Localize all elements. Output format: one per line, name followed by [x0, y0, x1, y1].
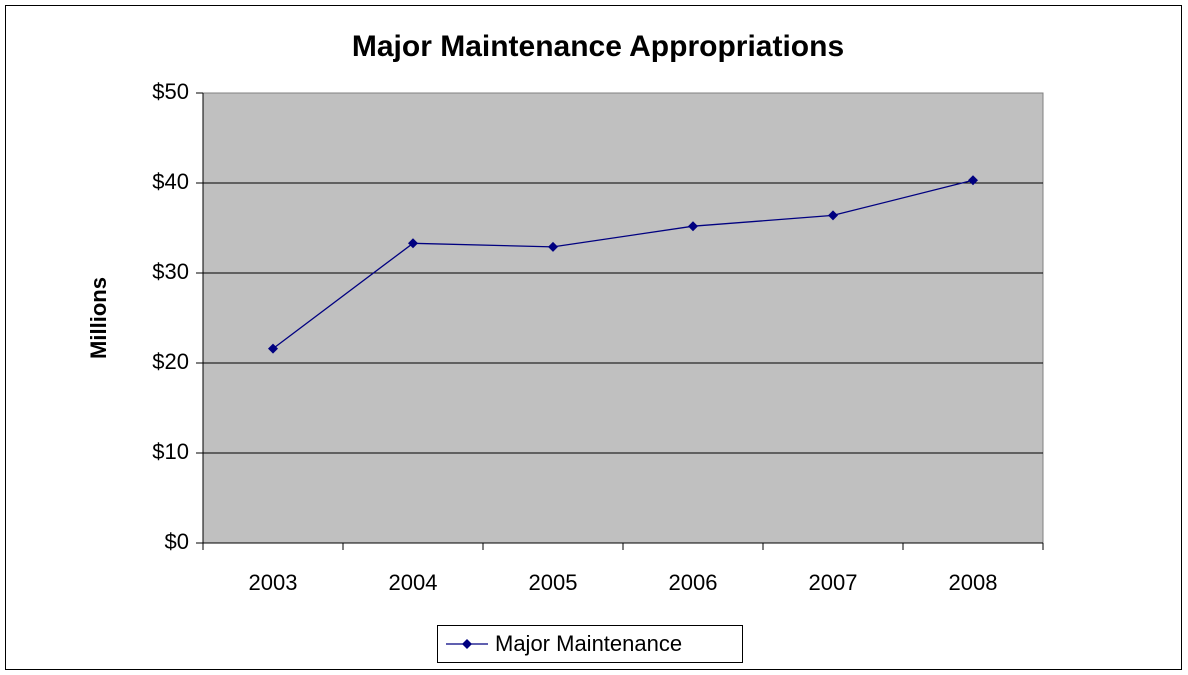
x-tick-label: 2006: [669, 570, 718, 595]
x-tick-label: 2007: [809, 570, 858, 595]
x-tick-label: 2008: [949, 570, 998, 595]
plot-area: [202, 92, 1044, 544]
x-tick-label: 2004: [389, 570, 438, 595]
data-point: [268, 343, 278, 354]
y-tick-label: $30: [152, 259, 189, 284]
chart-title: Major Maintenance Appropriations: [352, 30, 844, 63]
legend-label: Major Maintenance: [495, 631, 682, 656]
legend-marker: [462, 639, 472, 649]
y-tick-label: $0: [165, 529, 189, 554]
y-tick-label: $10: [152, 439, 189, 464]
series-line: [272, 179, 974, 350]
data-point: [968, 175, 978, 186]
x-tick-label: 2003: [249, 570, 298, 595]
data-point: [828, 210, 838, 221]
y-axis-label: Millions: [86, 277, 111, 359]
data-point: [408, 238, 418, 249]
legend-box: [437, 625, 743, 663]
y-tick-label: $50: [152, 79, 189, 104]
data-point: [548, 241, 558, 252]
y-tick-label: $40: [152, 169, 189, 194]
y-tick-label: $20: [152, 349, 189, 374]
data-point: [688, 221, 698, 232]
x-tick-label: 2005: [529, 570, 578, 595]
